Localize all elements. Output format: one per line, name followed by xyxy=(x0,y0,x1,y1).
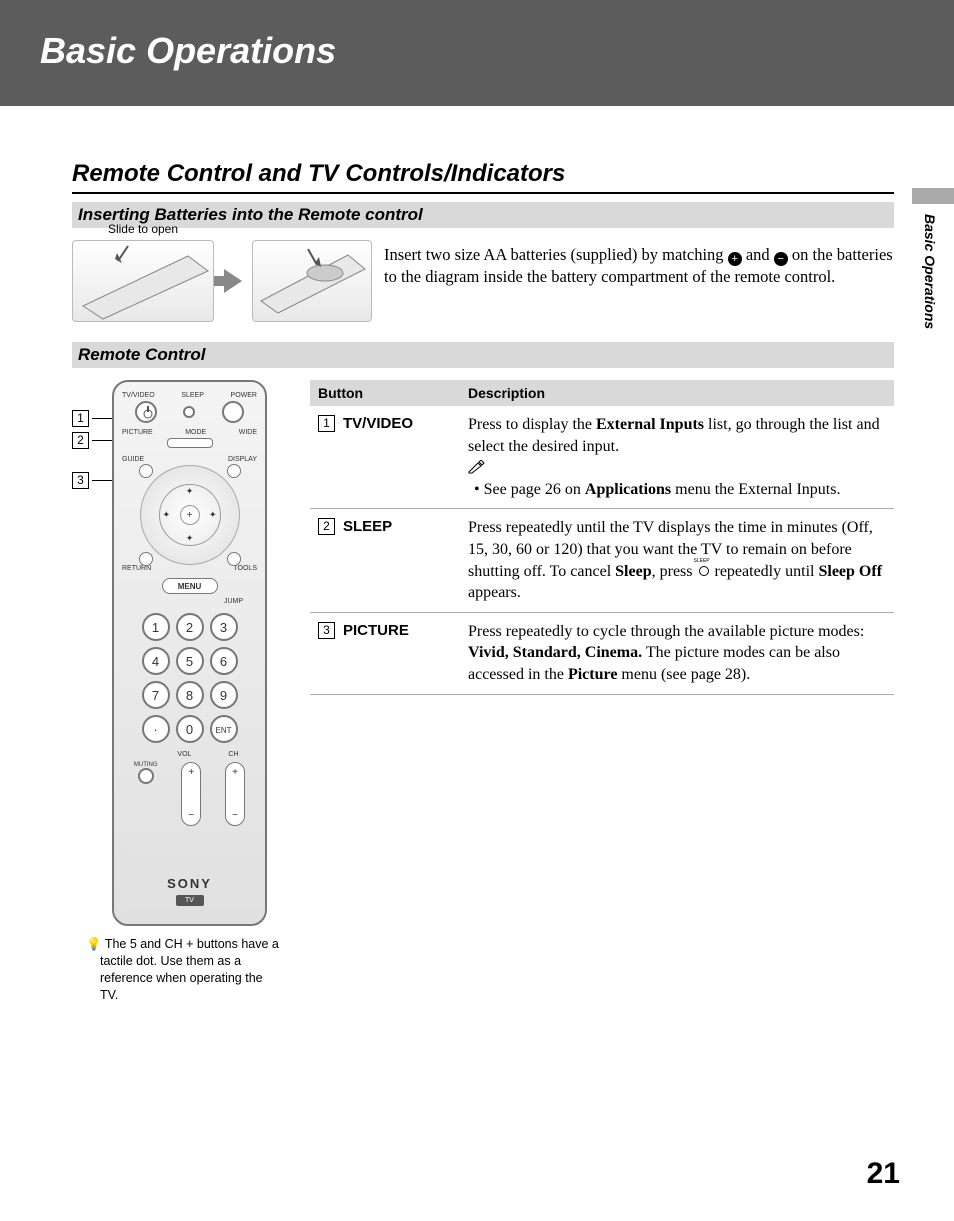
row-desc: Press to display the External Inputs lis… xyxy=(460,406,894,509)
remote-footnote: 💡 The 5 and CH + buttons have a tactile … xyxy=(72,936,282,1004)
remote-illustration-col: 1 2 3 TV/VIDEO SLEEP POWER xyxy=(72,380,282,1004)
number-pad: 1 2 3 4 5 6 7 8 9 · 0 ENT xyxy=(122,613,257,743)
table-row: 2 SLEEP Press repeatedly until the TV dis… xyxy=(310,509,894,612)
button-table-col: Button Description 1 TV/VIDEO Press to di… xyxy=(310,380,894,695)
menu-button: MENU xyxy=(162,578,218,594)
table-row: 1 TV/VIDEO Press to display the External … xyxy=(310,406,894,509)
direction-ring: + ✦ ✦ ✦ ✦ xyxy=(159,484,221,546)
battery-text-part1: Insert two size AA batteries (supplied) … xyxy=(384,245,728,264)
num-ent: ENT xyxy=(210,715,238,743)
button-description-table: Button Description 1 TV/VIDEO Press to di… xyxy=(310,380,894,695)
callout-box-3: 3 xyxy=(72,472,89,489)
thumb-tab-label: Basic Operations xyxy=(922,214,938,329)
num-4: 4 xyxy=(142,647,170,675)
remote-section: 1 2 3 TV/VIDEO SLEEP POWER xyxy=(72,380,894,1004)
callout-1: 1 xyxy=(72,410,112,427)
num-9: 9 xyxy=(210,681,238,709)
label-mode: PICTURE MODE WIDE xyxy=(122,429,257,436)
callout-box-1: 1 xyxy=(72,410,89,427)
sub-heading-remote: Remote Control xyxy=(72,342,894,368)
button-name: PICTURE xyxy=(343,622,409,639)
row-desc: Press repeatedly to cycle through the av… xyxy=(460,612,894,694)
battery-insert-row: Slide to open I xyxy=(72,240,894,322)
battery-figures: Slide to open xyxy=(72,240,372,322)
tv-badge: TV xyxy=(176,895,204,906)
note-icon xyxy=(468,460,486,474)
num-7: 7 xyxy=(142,681,170,709)
lightbulb-icon: 💡 xyxy=(86,937,105,951)
th-desc: Description xyxy=(460,380,894,406)
thumb-tab xyxy=(912,188,954,204)
battery-text-part2: and xyxy=(746,245,774,264)
row-num: 1 xyxy=(318,415,335,432)
ch-rocker: +− xyxy=(225,762,245,826)
num-dot: · xyxy=(142,715,170,743)
callout-2: 2 xyxy=(72,432,112,449)
mode-switch xyxy=(167,438,213,448)
num-2: 2 xyxy=(176,613,204,641)
remote-open-icon xyxy=(253,241,373,323)
sub-heading-batteries: Inserting Batteries into the Remote cont… xyxy=(72,202,894,228)
page-content: Remote Control and TV Controls/Indicator… xyxy=(0,106,954,1004)
num-8: 8 xyxy=(176,681,204,709)
callout-line xyxy=(92,440,112,441)
muting-button xyxy=(138,768,154,784)
chapter-header: Basic Operations xyxy=(0,0,954,106)
sleep-button-icon xyxy=(699,566,709,576)
tv-video-button xyxy=(135,401,157,423)
num-6: 6 xyxy=(210,647,238,675)
callout-line xyxy=(92,480,112,481)
slide-to-open-label: Slide to open xyxy=(108,222,178,236)
table-row: 3 PICTURE Press repeatedly to cycle throu… xyxy=(310,612,894,694)
label-tv-video: TV/VIDEO xyxy=(122,392,155,399)
row-desc: Press repeatedly until the TV displays t… xyxy=(460,509,894,612)
label-return: RETURN xyxy=(122,565,151,572)
num-3: 3 xyxy=(210,613,238,641)
section-title: Remote Control and TV Controls/Indicator… xyxy=(72,160,894,194)
button-name: TV/VIDEO xyxy=(343,415,413,432)
page-number: 21 xyxy=(867,1157,900,1191)
label-vol: VOL xyxy=(177,751,191,758)
label-power: POWER xyxy=(231,392,257,399)
button-name: SLEEP xyxy=(343,518,392,535)
label-guide: GUIDE xyxy=(122,456,144,463)
remote-diagram: TV/VIDEO SLEEP POWER PICTURE MODE WIDE G… xyxy=(112,380,267,926)
remote-footnote-text: The 5 and CH + buttons have a tactile do… xyxy=(100,937,279,1002)
display-button xyxy=(227,464,241,478)
label-sleep: SLEEP xyxy=(181,392,204,399)
plus-icon: + xyxy=(728,252,742,266)
dpad: + ✦ ✦ ✦ ✦ xyxy=(140,465,240,565)
minus-icon: − xyxy=(774,252,788,266)
muting-group: MUTING xyxy=(134,762,158,784)
power-button xyxy=(222,401,244,423)
row-num: 2 xyxy=(318,518,335,535)
guide-button xyxy=(139,464,153,478)
label-display: DISPLAY xyxy=(228,456,257,463)
chapter-title: Basic Operations xyxy=(40,30,954,72)
return-button xyxy=(139,552,153,566)
brand-logo: SONY xyxy=(122,876,257,891)
num-0: 0 xyxy=(176,715,204,743)
sleep-button xyxy=(183,406,195,418)
callout-3: 3 xyxy=(72,472,112,489)
battery-instructions: Insert two size AA batteries (supplied) … xyxy=(384,240,894,289)
label-muting: MUTING xyxy=(134,762,158,768)
remote-closed-fig xyxy=(72,240,214,322)
label-jump: JUMP xyxy=(122,598,257,605)
callout-line xyxy=(92,418,112,419)
remote-open-fig xyxy=(252,240,372,322)
th-button: Button xyxy=(310,380,460,406)
row-num: 3 xyxy=(318,622,335,639)
label-ch: CH xyxy=(228,751,238,758)
callout-box-2: 2 xyxy=(72,432,89,449)
num-1: 1 xyxy=(142,613,170,641)
arrow-right-icon xyxy=(224,269,242,293)
center-button: + xyxy=(180,505,200,525)
remote-closed-icon xyxy=(73,241,215,323)
tools-button xyxy=(227,552,241,566)
label-tools: TOOLS xyxy=(233,565,257,572)
vol-rocker: +− xyxy=(181,762,201,826)
num-5: 5 xyxy=(176,647,204,675)
